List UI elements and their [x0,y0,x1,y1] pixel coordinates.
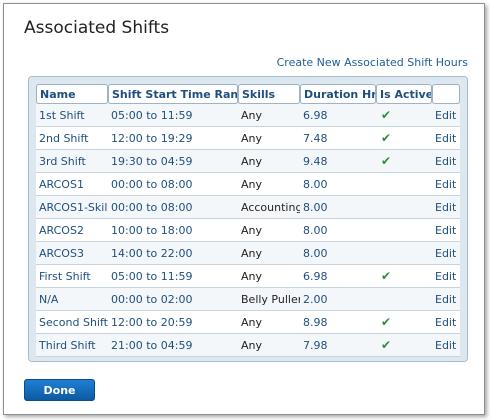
column-header-skills[interactable]: Skills [238,84,300,104]
table-row[interactable]: N/A 00:00 to 02:00 Belly Puller 2.00 Edit [36,288,460,311]
duration-cell: 8.00 [300,242,376,265]
table-row[interactable]: First Shift 05:00 to 11:59 Any 6.98 ✔ Edit [36,265,460,288]
is-active-cell [376,288,432,311]
header-row: Name Shift Start Time Range Skills Durat… [36,84,460,104]
shifts-table: Name Shift Start Time Range Skills Durat… [36,84,460,357]
table-row[interactable]: Second Shift 12:00 to 20:59 Any 8.98 ✔ Edit [36,311,460,334]
duration-cell: 8.00 [300,196,376,219]
duration-cell: 9.48 [300,150,376,173]
is-active-cell [376,242,432,265]
table-body: 1st Shift 05:00 to 11:59 Any 6.98 ✔ Edit 2nd S… [36,104,460,357]
time-range-cell: 00:00 to 08:00 [108,173,238,196]
duration-cell: 6.98 [300,104,376,127]
duration-cell: 7.48 [300,127,376,150]
is-active-cell: ✔ [376,127,432,150]
is-active-cell: ✔ [376,311,432,334]
skills-cell: Any [238,127,300,150]
is-active-cell [376,196,432,219]
edit-link[interactable]: Edit [432,127,460,150]
is-active-cell [376,219,432,242]
edit-link[interactable]: Edit [432,311,460,334]
table-row[interactable]: 2nd Shift 12:00 to 19:29 Any 7.48 ✔ Edit [36,127,460,150]
time-range-cell: 21:00 to 04:59 [108,334,238,357]
edit-link[interactable]: Edit [432,104,460,127]
checkmark-icon: ✔ [381,131,392,145]
shifts-grid: Name Shift Start Time Range Skills Durat… [28,76,468,362]
table-row[interactable]: ARCOS2 10:00 to 18:00 Any 8.00 Edit [36,219,460,242]
checkmark-icon: ✔ [381,108,392,122]
duration-cell: 6.98 [300,265,376,288]
is-active-cell: ✔ [376,265,432,288]
shift-name-cell: 1st Shift [36,104,108,127]
skills-cell: Accounting [238,196,300,219]
edit-link[interactable]: Edit [432,173,460,196]
skills-cell: Any [238,104,300,127]
shift-name-cell: ARCOS2 [36,219,108,242]
skills-cell: Any [238,265,300,288]
duration-cell: 2.00 [300,288,376,311]
skills-cell: Any [238,334,300,357]
edit-link[interactable]: Edit [432,242,460,265]
skills-cell: Any [238,219,300,242]
table-row[interactable]: ARCOS1-Skill 00:00 to 08:00 Accounting 8.00… [36,196,460,219]
time-range-cell: 19:30 to 04:59 [108,150,238,173]
edit-link[interactable]: Edit [432,265,460,288]
column-header-time-range[interactable]: Shift Start Time Range [108,84,238,104]
done-button[interactable]: Done [24,379,95,401]
duration-cell: 8.00 [300,219,376,242]
duration-cell: 7.98 [300,334,376,357]
edit-link[interactable]: Edit [432,288,460,311]
shift-name-cell: N/A [36,288,108,311]
skills-cell: Any [238,311,300,334]
edit-link[interactable]: Edit [432,150,460,173]
dialog-title: Associated Shifts [24,18,170,38]
checkmark-icon: ✔ [381,269,392,283]
skills-cell: Any [238,150,300,173]
time-range-cell: 12:00 to 20:59 [108,311,238,334]
table-row[interactable]: 3rd Shift 19:30 to 04:59 Any 9.48 ✔ Edit [36,150,460,173]
time-range-cell: 12:00 to 19:29 [108,127,238,150]
time-range-cell: 00:00 to 02:00 [108,288,238,311]
table-row[interactable]: ARCOS3 14:00 to 22:00 Any 8.00 Edit [36,242,460,265]
time-range-cell: 05:00 to 11:59 [108,265,238,288]
is-active-cell: ✔ [376,104,432,127]
create-shift-hours-link[interactable]: Create New Associated Shift Hours [276,56,468,69]
is-active-cell: ✔ [376,334,432,357]
checkmark-icon: ✔ [381,338,392,352]
shift-name-cell: 2nd Shift [36,127,108,150]
shift-name-cell: First Shift [36,265,108,288]
time-range-cell: 10:00 to 18:00 [108,219,238,242]
duration-cell: 8.98 [300,311,376,334]
duration-cell: 8.00 [300,173,376,196]
time-range-cell: 00:00 to 08:00 [108,196,238,219]
table-row[interactable]: 1st Shift 05:00 to 11:59 Any 6.98 ✔ Edit [36,104,460,127]
time-range-cell: 05:00 to 11:59 [108,104,238,127]
edit-link[interactable]: Edit [432,334,460,357]
column-header-duration[interactable]: Duration Hrs [300,84,376,104]
skills-cell: Any [238,242,300,265]
shift-name-cell: ARCOS3 [36,242,108,265]
shifts-grid-inner: Name Shift Start Time Range Skills Durat… [36,84,460,357]
shift-name-cell: Second Shift [36,311,108,334]
time-range-cell: 14:00 to 22:00 [108,242,238,265]
edit-link[interactable]: Edit [432,219,460,242]
skills-cell: Any [238,173,300,196]
is-active-cell [376,173,432,196]
is-active-cell: ✔ [376,150,432,173]
shift-name-cell: Third Shift [36,334,108,357]
shift-name-cell: ARCOS1-Skill [36,196,108,219]
table-row[interactable]: ARCOS1 00:00 to 08:00 Any 8.00 Edit [36,173,460,196]
column-header-actions [432,84,460,104]
column-header-is-active[interactable]: Is Active [376,84,432,104]
skills-cell: Belly Puller [238,288,300,311]
checkmark-icon: ✔ [381,315,392,329]
edit-link[interactable]: Edit [432,196,460,219]
column-header-name[interactable]: Name [36,84,108,104]
checkmark-icon: ✔ [381,154,392,168]
associated-shifts-dialog: Associated Shifts Create New Associated … [3,3,485,415]
table-row[interactable]: Third Shift 21:00 to 04:59 Any 7.98 ✔ Edit [36,334,460,357]
shift-name-cell: ARCOS1 [36,173,108,196]
shift-name-cell: 3rd Shift [36,150,108,173]
